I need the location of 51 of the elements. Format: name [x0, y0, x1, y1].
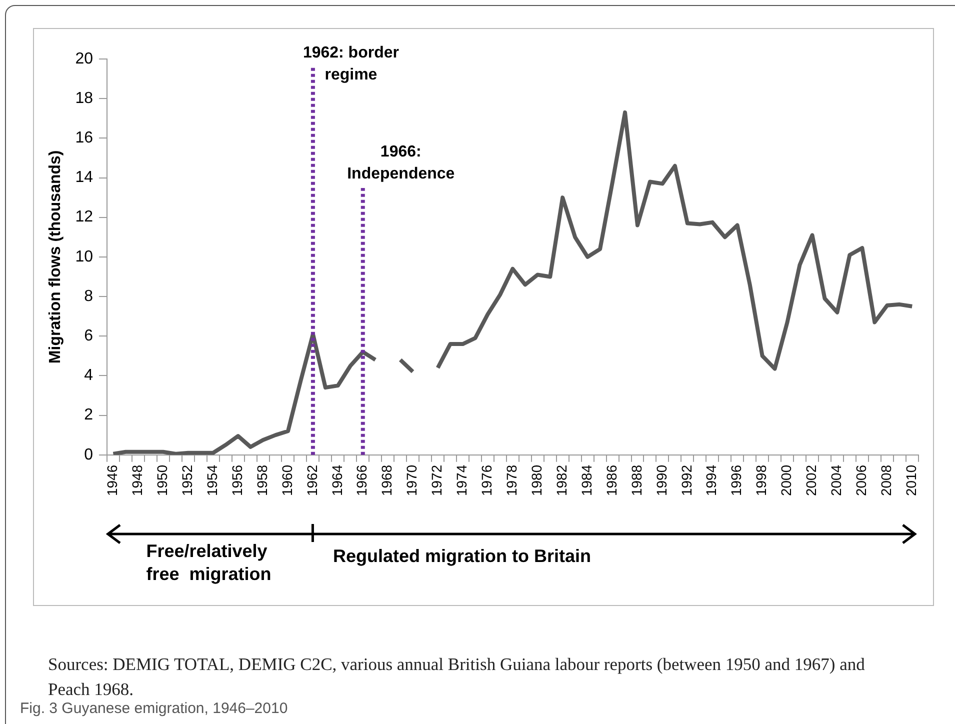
x-tick-label: 1968	[378, 464, 395, 496]
y-tick-label: 12	[75, 208, 94, 226]
y-axis-title: Migration flows (thousands)	[47, 150, 64, 364]
x-tick-label: 1966	[354, 464, 370, 496]
x-tick-label: 1960	[278, 464, 295, 496]
x-tick-label: 1976	[478, 464, 495, 496]
x-tick-label: 1992	[678, 464, 694, 496]
x-tick-label: 1962	[304, 464, 320, 496]
x-tick-label: 1972	[428, 464, 445, 496]
x-tick-label: 2008	[878, 464, 894, 496]
x-tick-label: 1998	[753, 464, 770, 496]
source-note: Sources: DEMIG TOTAL, DEMIG C2C, various annual British Guiana labour reports (between 1950 and 1967) and Peach 1968.	[48, 654, 865, 699]
y-tick-label: 4	[84, 367, 94, 384]
ref-line-label: 1962: border regime	[302, 44, 399, 84]
y-tick-label: 14	[75, 169, 94, 186]
x-tick-label: 1956	[228, 464, 245, 496]
y-tick-label: 10	[75, 248, 94, 266]
x-tick-label: 1954	[204, 464, 220, 496]
x-tick-label: 1958	[254, 464, 270, 496]
text: Free/relatively free migration	[146, 540, 272, 586]
x-tick-label: 1964	[328, 464, 345, 496]
y-tick-label: 6	[84, 328, 94, 345]
x-tick-label: 1946	[104, 464, 120, 496]
x-tick-label: 1952	[178, 464, 195, 496]
x-tick-label: 2006	[853, 464, 870, 496]
y-tick-label: 18	[75, 90, 94, 107]
y-tick-label: 2	[84, 406, 94, 424]
x-tick-label: 1948	[129, 464, 146, 496]
x-tick-label: 2010	[902, 464, 919, 496]
text: Fig. 3 Guyanese emigration, 1946–2010	[20, 700, 288, 717]
x-tick-label: 1950	[154, 464, 170, 496]
x-tick-label: 2000	[778, 464, 794, 496]
y-tick-label: 0	[84, 446, 94, 464]
x-tick-label: 1970	[404, 464, 420, 496]
x-tick-label: 1978	[504, 464, 520, 496]
x-tick-label: 2004	[828, 464, 844, 496]
x-tick-label: 1974	[454, 464, 470, 496]
y-tick-label: 8	[84, 288, 94, 305]
x-tick-label: 1990	[653, 464, 670, 496]
ref-line-label: 1966: Independence	[347, 143, 455, 182]
x-tick-label: 1986	[603, 464, 620, 496]
x-tick-label: 1980	[528, 464, 544, 496]
x-tick-label: 1982	[553, 464, 570, 496]
x-tick-label: 1988	[628, 464, 644, 496]
x-tick-label: 1996	[728, 464, 744, 496]
y-tick-label: 20	[75, 50, 94, 68]
x-tick-label: 2002	[803, 464, 820, 496]
x-tick-label: 1984	[578, 464, 594, 496]
x-tick-label: 1994	[703, 464, 720, 496]
y-tick-label: 16	[75, 130, 94, 147]
text: Regulated migration to Britain	[332, 545, 591, 568]
